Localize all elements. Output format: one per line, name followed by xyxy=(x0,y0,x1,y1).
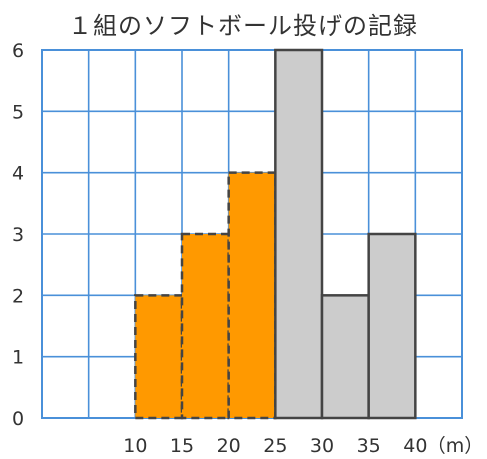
x-tick-label: 40 xyxy=(403,435,427,457)
x-tick-label: 20 xyxy=(217,435,241,457)
bar-10-15 xyxy=(134,294,184,420)
y-tick-label: 0 xyxy=(12,408,24,430)
x-tick-labels: 10 15 20 25 30 35 40 xyxy=(123,435,427,457)
bar-35-40 xyxy=(367,232,417,420)
y-tick-labels: 0 1 2 3 4 5 6 xyxy=(12,40,24,430)
x-unit-label: （m） xyxy=(427,435,484,457)
y-tick-label: 3 xyxy=(12,224,24,246)
y-tick-label: 2 xyxy=(12,285,24,307)
bar-30-35 xyxy=(320,294,370,420)
chart-title: １組のソフトボール投げの記録 xyxy=(68,12,418,40)
x-tick-label: 25 xyxy=(263,435,287,457)
bar-20-25 xyxy=(227,171,277,420)
bar-15-20 xyxy=(180,232,230,420)
x-tick-label: 35 xyxy=(357,435,381,457)
y-tick-label: 6 xyxy=(12,40,24,62)
x-tick-label: 10 xyxy=(123,435,147,457)
bars xyxy=(134,48,417,420)
x-tick-label: 30 xyxy=(310,435,334,457)
bar-25-30 xyxy=(274,48,324,420)
y-tick-label: 4 xyxy=(12,163,24,185)
x-tick-label: 15 xyxy=(170,435,194,457)
y-tick-label: 1 xyxy=(12,347,24,369)
y-tick-label: 5 xyxy=(12,101,24,123)
